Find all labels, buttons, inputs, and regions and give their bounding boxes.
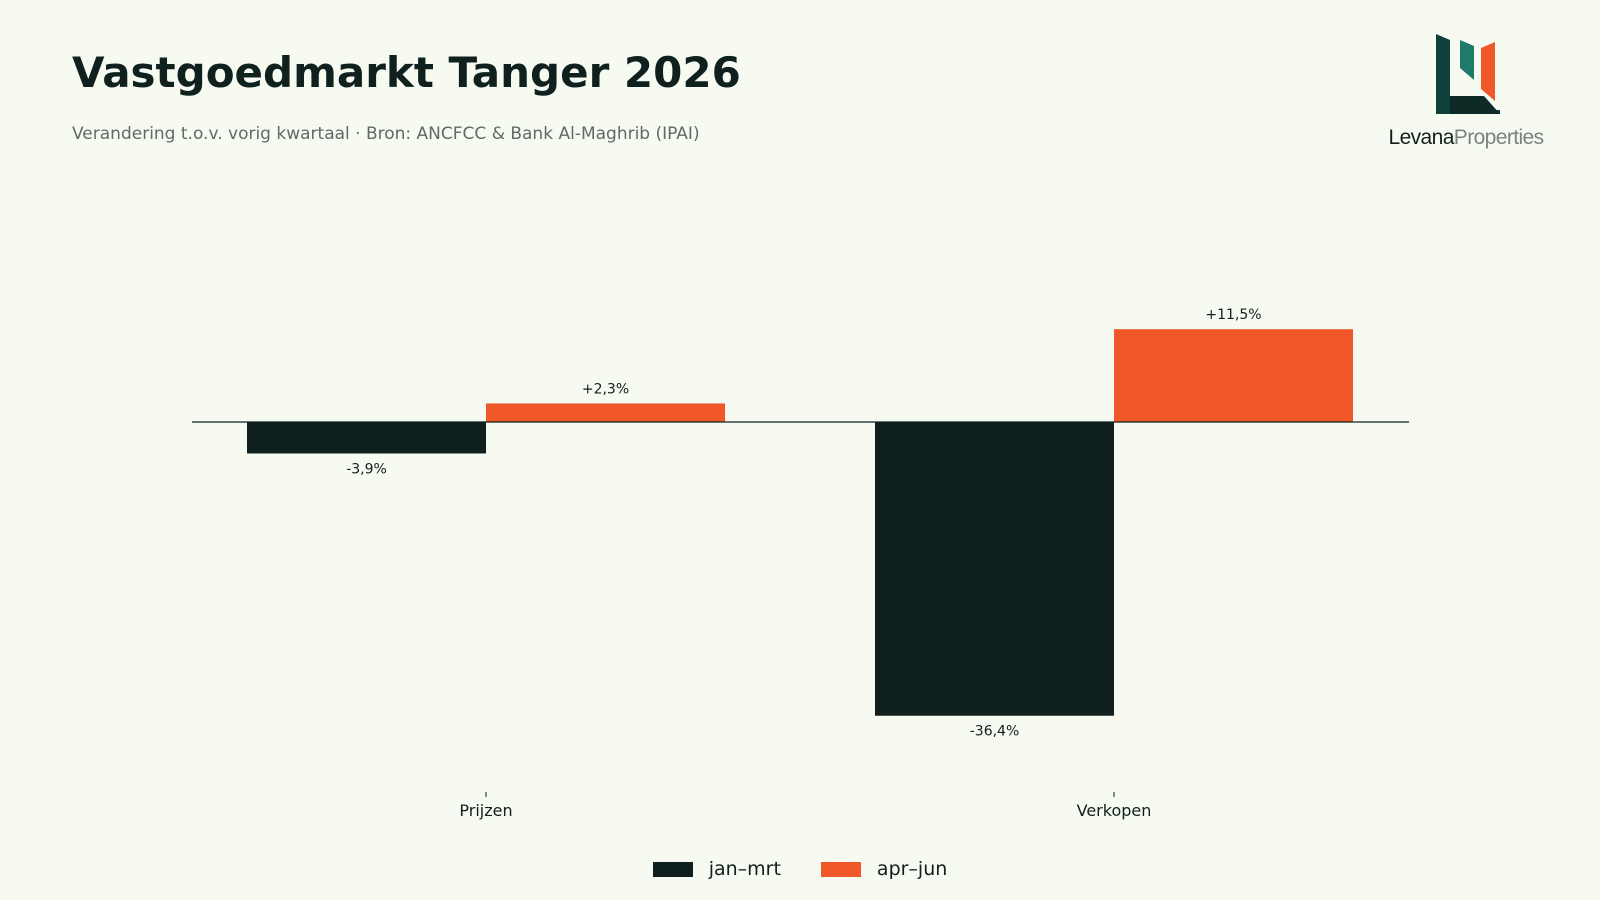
bar-chart: -3,9% +2,3% -36,4% +11,5% Prijzen Verkopen: [192, 307, 1409, 820]
logo-suffix: Properties: [1453, 126, 1544, 149]
x-tick-label-prijzen: Prijzen: [459, 801, 512, 820]
bar-prijzen-series-1: [247, 422, 486, 454]
legend-item-series-2: apr–jun: [820, 858, 948, 880]
logo-mark-icon: [1436, 34, 1500, 114]
logo-text: LevanaProperties: [1386, 126, 1546, 150]
data-label-prijzen-series-1: -3,9%: [346, 461, 387, 477]
bars-group: [247, 329, 1353, 716]
logo-name: Levana: [1388, 126, 1454, 149]
data-label-verkopen-series-1: -36,4%: [970, 724, 1020, 740]
ticks-group: Prijzen Verkopen: [459, 792, 1151, 820]
chart-subtitle: Verandering t.o.v. vorig kwartaal · Bron…: [72, 124, 700, 144]
labels-group: -3,9% +2,3% -36,4% +11,5%: [346, 307, 1261, 740]
data-label-verkopen-series-2: +11,5%: [1205, 307, 1261, 323]
chart-title: Vastgoedmarkt Tanger 2026: [72, 48, 741, 97]
x-tick-label-verkopen: Verkopen: [1077, 801, 1152, 820]
legend-item-series-1: jan–mrt: [652, 858, 781, 880]
data-label-prijzen-series-2: +2,3%: [582, 381, 629, 397]
legend-swatch: [820, 861, 861, 877]
legend-label: jan–mrt: [708, 858, 781, 880]
bar-verkopen-series-2: [1114, 329, 1353, 422]
brand-logo: LevanaProperties: [1386, 34, 1546, 158]
legend-label: apr–jun: [876, 858, 948, 880]
legend-swatch: [652, 861, 693, 877]
legend: jan–mrt apr–jun: [0, 858, 1600, 880]
bar-verkopen-series-1: [875, 422, 1114, 716]
bar-prijzen-series-2: [486, 403, 725, 422]
